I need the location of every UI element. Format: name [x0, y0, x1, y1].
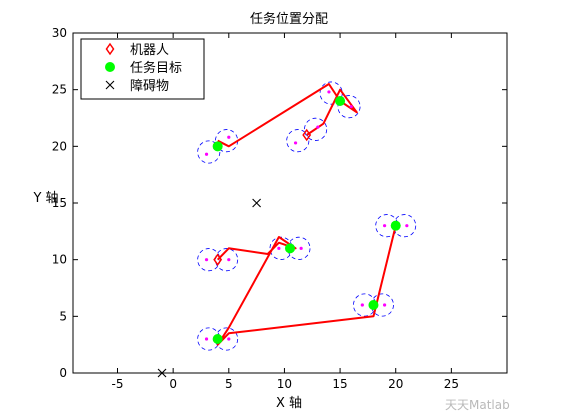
turning-circle: [304, 117, 328, 141]
turning-circle: [269, 236, 293, 260]
turning-circle: [215, 248, 239, 272]
obstacle-marker: [252, 198, 262, 208]
legend-marker: [105, 80, 115, 90]
turning-circle: [286, 129, 310, 153]
turning-circle: [197, 248, 221, 272]
x-tick-label: -5: [112, 377, 124, 391]
waypoint-dot: [360, 303, 364, 307]
y-axis-label: Y 轴: [32, 191, 58, 206]
waypoint-dot: [204, 258, 209, 262]
turning-circle: [197, 140, 221, 164]
turning-circle: [287, 236, 311, 260]
waypoint-dot: [382, 303, 387, 307]
y-tick-label: 15: [52, 196, 67, 210]
waypoint-dot: [227, 135, 231, 139]
robot-path: [217, 83, 358, 148]
y-tick-label: 5: [59, 309, 67, 323]
y-tick-label: 0: [59, 366, 67, 380]
waypoint-dot: [204, 337, 209, 341]
series-markers: [157, 96, 401, 378]
task-marker: [390, 220, 401, 231]
legend-marker: [105, 62, 115, 72]
chart-title: 任务位置分配: [250, 11, 328, 27]
x-axis-label: X 轴: [276, 396, 302, 411]
waypoint-dot: [277, 246, 281, 250]
legend-label: 障碍物: [130, 79, 169, 94]
waypoint-dot: [204, 152, 209, 156]
waypoint-dot: [227, 337, 231, 341]
waypoint-dot: [299, 246, 303, 250]
x-tick-label: 20: [388, 377, 403, 391]
y-tick-label: 30: [52, 26, 67, 40]
legend-label: 任务目标: [130, 60, 182, 76]
task-marker: [285, 243, 295, 254]
waypoint-dot: [327, 90, 331, 94]
legend-label: 机器人: [130, 43, 169, 58]
turning-circle: [393, 214, 417, 238]
y-tick-label: 20: [52, 139, 67, 153]
waypoint-dot: [293, 141, 298, 145]
turning-circle: [337, 95, 361, 119]
turning-circle: [215, 327, 239, 351]
robot-marker: [302, 128, 312, 142]
y-tick-label: 25: [52, 83, 67, 97]
task-marker: [212, 141, 223, 152]
x-tick-label: 0: [169, 377, 177, 391]
turning-circle: [370, 293, 394, 317]
x-tick-label: 5: [225, 377, 233, 391]
x-tick-label: 15: [332, 377, 347, 391]
task-marker: [368, 300, 379, 310]
ticks: -5 0 5 10 15 20 25 0 5 10 15 20 25 30: [52, 26, 507, 391]
y-tick-label: 10: [52, 253, 67, 267]
robot-path: [216, 225, 397, 346]
robot-marker: [213, 253, 223, 266]
waypoint-dot: [316, 125, 320, 129]
waypoint-dot: [405, 224, 409, 228]
watermark: 天天Matlab: [445, 398, 510, 412]
x-tick-label: 25: [444, 377, 459, 391]
x-tick-label: 10: [277, 377, 292, 391]
legend-box: [80, 38, 205, 100]
waypoint-dot: [382, 224, 387, 228]
waypoint-dot: [227, 258, 231, 262]
task-marker: [212, 334, 223, 344]
robot-paths: [216, 83, 397, 346]
waypoint-dot: [349, 105, 353, 109]
task-marker: [335, 96, 346, 106]
legend-marker: [105, 42, 115, 56]
waypoint-markers: [204, 90, 409, 341]
